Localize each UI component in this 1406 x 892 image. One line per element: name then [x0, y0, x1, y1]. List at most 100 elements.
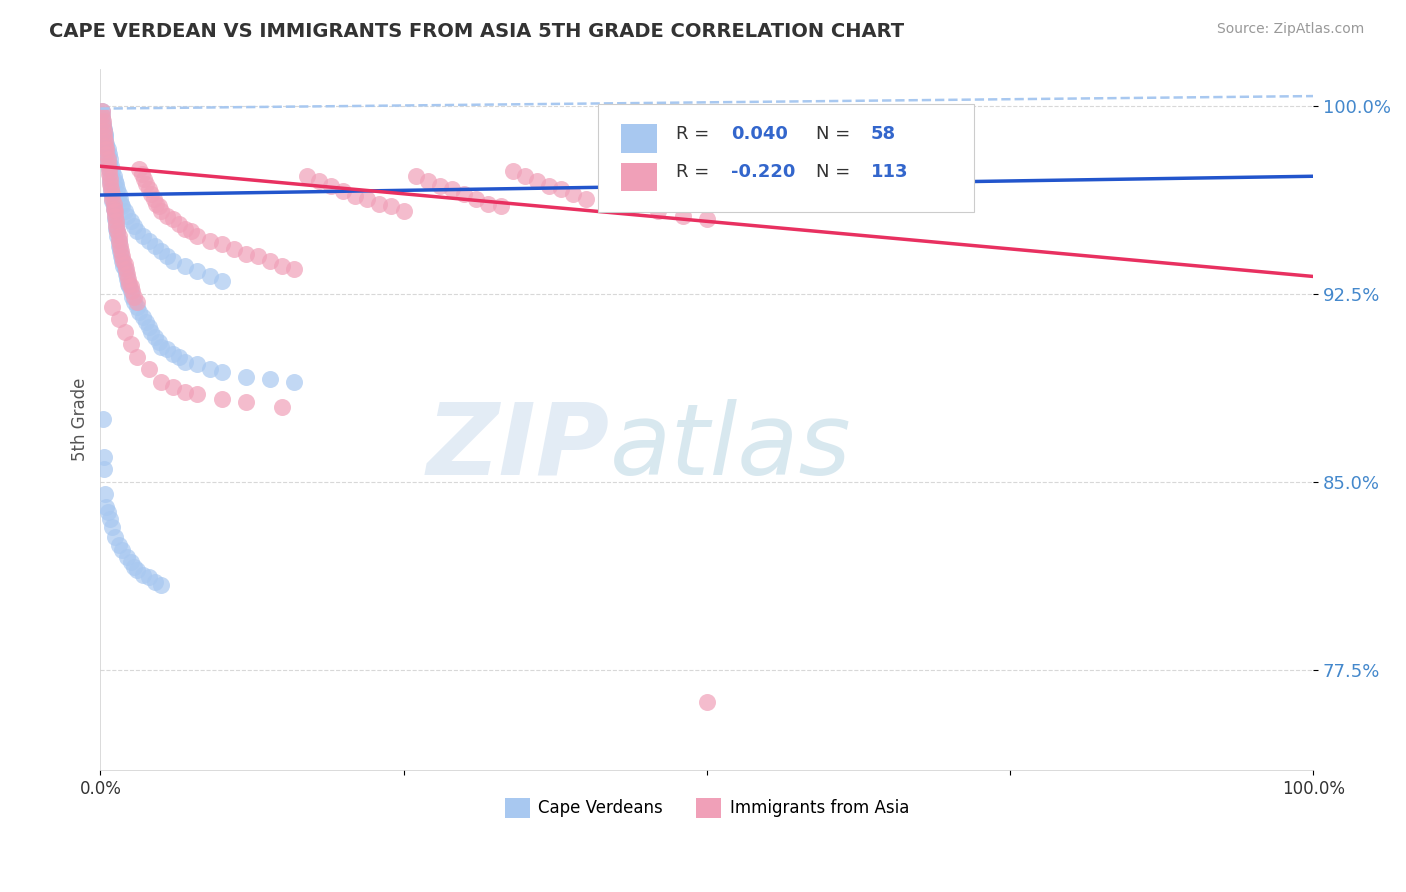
- Point: [94, 487, 117, 501]
- Point: [128, 304, 150, 318]
- Point: [150, 375, 173, 389]
- Point: [104, 530, 127, 544]
- Point: [344, 189, 367, 203]
- FancyBboxPatch shape: [598, 103, 974, 212]
- Point: [174, 354, 197, 368]
- Point: [198, 362, 221, 376]
- Point: [98, 171, 121, 186]
- Text: 58: 58: [870, 125, 896, 143]
- Point: [115, 210, 138, 224]
- Point: [108, 244, 131, 259]
- Point: [118, 279, 141, 293]
- Text: Source: ZipAtlas.com: Source: ZipAtlas.com: [1216, 22, 1364, 37]
- Point: [105, 229, 128, 244]
- Text: ZIP: ZIP: [427, 399, 610, 496]
- Point: [489, 199, 512, 213]
- Point: [186, 264, 208, 278]
- Point: [180, 224, 202, 238]
- Point: [118, 277, 141, 291]
- Point: [96, 145, 118, 159]
- Point: [93, 450, 115, 464]
- Point: [100, 184, 122, 198]
- FancyBboxPatch shape: [620, 163, 657, 191]
- Point: [416, 174, 439, 188]
- Point: [117, 272, 139, 286]
- Point: [132, 567, 155, 582]
- Point: [120, 555, 142, 569]
- Point: [696, 211, 718, 226]
- Point: [97, 157, 120, 171]
- Point: [104, 174, 127, 188]
- Point: [107, 186, 129, 201]
- Point: [104, 211, 127, 226]
- Point: [121, 285, 143, 299]
- Point: [132, 229, 155, 244]
- Point: [162, 380, 184, 394]
- Point: [380, 199, 402, 213]
- Text: R =: R =: [676, 163, 710, 181]
- Point: [111, 254, 134, 268]
- Point: [143, 329, 166, 343]
- Point: [105, 219, 128, 234]
- Point: [111, 249, 134, 263]
- Point: [115, 549, 138, 564]
- Point: [125, 224, 148, 238]
- Point: [513, 169, 536, 184]
- Point: [271, 400, 294, 414]
- Point: [98, 152, 121, 166]
- Point: [98, 177, 121, 191]
- Point: [93, 124, 115, 138]
- Point: [97, 152, 120, 166]
- Point: [91, 119, 114, 133]
- Point: [105, 224, 128, 238]
- Point: [120, 285, 142, 299]
- Point: [222, 242, 245, 256]
- Point: [235, 369, 257, 384]
- Text: N =: N =: [815, 125, 851, 143]
- Point: [90, 112, 112, 126]
- Point: [332, 184, 354, 198]
- Point: [107, 235, 129, 249]
- Point: [143, 575, 166, 590]
- Point: [104, 210, 127, 224]
- Point: [107, 537, 129, 551]
- Point: [502, 164, 524, 178]
- Point: [97, 142, 120, 156]
- Point: [211, 236, 233, 251]
- Point: [94, 134, 117, 148]
- Point: [91, 412, 114, 426]
- Point: [96, 136, 118, 151]
- Point: [93, 129, 115, 144]
- Point: [97, 149, 120, 163]
- Point: [124, 560, 146, 574]
- Point: [104, 207, 127, 221]
- Point: [107, 239, 129, 253]
- Point: [101, 186, 124, 201]
- Point: [186, 229, 208, 244]
- Point: [211, 365, 233, 379]
- Point: [235, 247, 257, 261]
- Point: [174, 260, 197, 274]
- Point: [108, 239, 131, 253]
- Text: CAPE VERDEAN VS IMMIGRANTS FROM ASIA 5TH GRADE CORRELATION CHART: CAPE VERDEAN VS IMMIGRANTS FROM ASIA 5TH…: [49, 22, 904, 41]
- Point: [405, 169, 427, 184]
- Point: [112, 260, 135, 274]
- Point: [115, 272, 138, 286]
- Point: [121, 289, 143, 303]
- Point: [103, 196, 125, 211]
- Y-axis label: 5th Grade: 5th Grade: [72, 377, 89, 461]
- Text: R =: R =: [676, 125, 710, 143]
- Point: [120, 214, 142, 228]
- Point: [150, 244, 173, 259]
- Point: [107, 229, 129, 244]
- Point: [103, 202, 125, 216]
- Point: [120, 279, 142, 293]
- Point: [90, 109, 112, 123]
- Point: [283, 375, 305, 389]
- Point: [111, 199, 134, 213]
- Point: [465, 192, 488, 206]
- Point: [647, 204, 669, 219]
- Point: [101, 192, 124, 206]
- Point: [125, 563, 148, 577]
- Point: [97, 161, 120, 176]
